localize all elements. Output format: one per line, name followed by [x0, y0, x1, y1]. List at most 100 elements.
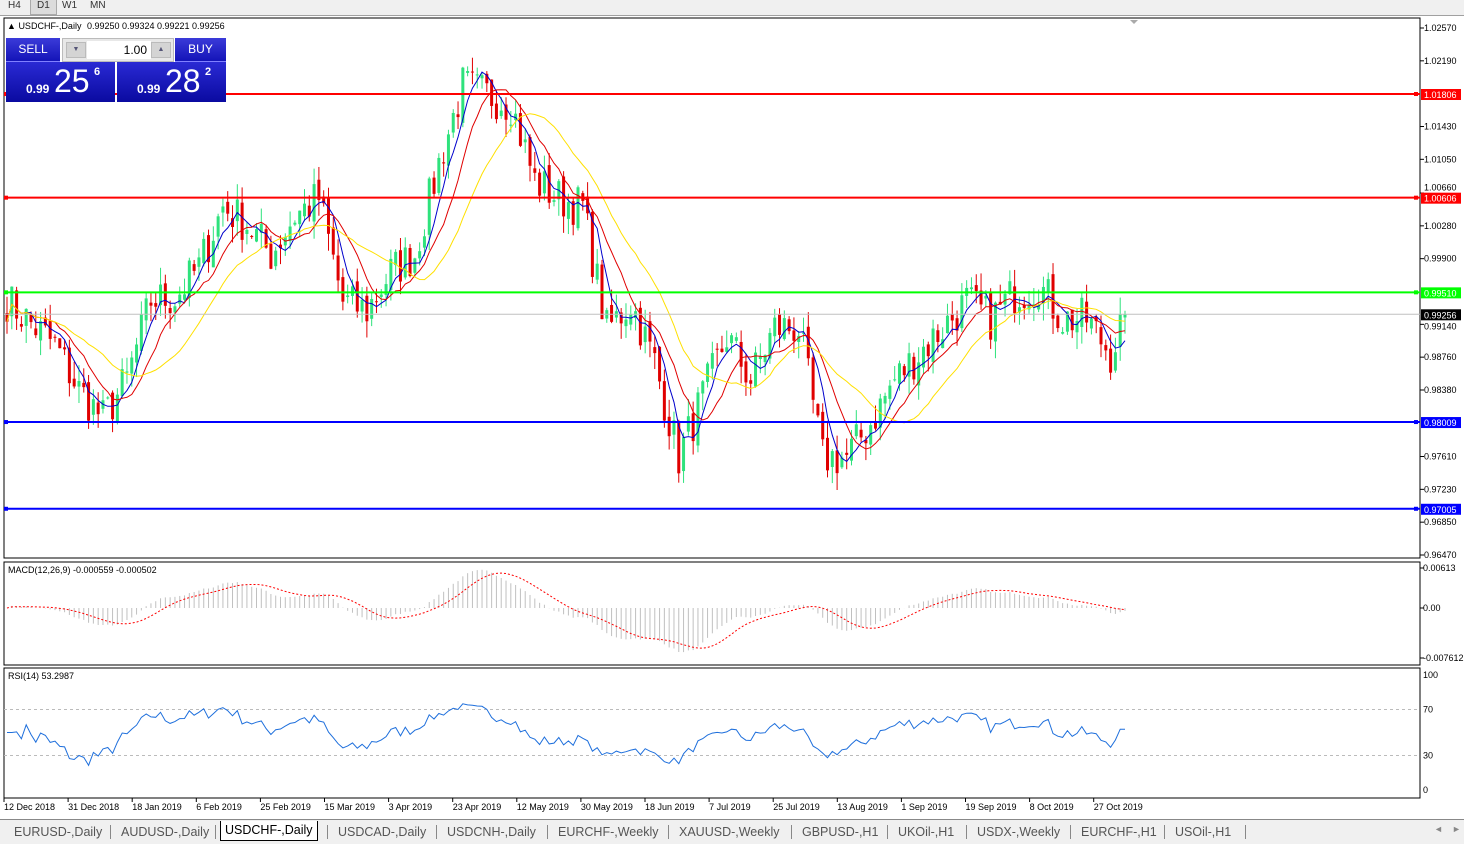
price-axis-label: 0.99900 — [1424, 254, 1457, 264]
chart-tab[interactable]: USOil-,H1 — [1175, 825, 1232, 839]
candle-body — [533, 168, 537, 173]
candle-body — [849, 438, 853, 461]
candle-body — [1056, 315, 1060, 329]
candle-body — [331, 227, 335, 255]
candle-body — [499, 110, 503, 117]
candle-body — [518, 113, 522, 146]
scroll-right-icon[interactable]: ► — [1452, 824, 1461, 834]
candle-body — [931, 328, 935, 362]
candle-body — [226, 201, 230, 214]
candle-body — [250, 236, 254, 238]
chart-tab[interactable]: XAUUSD-,Weekly — [679, 825, 780, 839]
timeframe-mn[interactable]: MN — [90, 0, 106, 11]
candle-body — [1113, 352, 1117, 371]
chart-tab[interactable]: USDX-,Weekly — [977, 825, 1061, 839]
candle-body — [163, 283, 167, 306]
candle-body — [279, 244, 283, 249]
candle-body — [763, 354, 767, 363]
candle-body — [34, 328, 38, 336]
candle-body — [936, 330, 940, 343]
candle-body — [859, 429, 863, 438]
level-handle — [4, 290, 8, 295]
candle-body — [979, 290, 983, 305]
tab-separator — [966, 825, 967, 839]
candle-body — [365, 295, 369, 322]
date-axis-label: 31 Dec 2018 — [68, 802, 119, 812]
buy-button[interactable]: BUY — [175, 38, 226, 62]
date-axis-label: 19 Sep 2019 — [966, 802, 1017, 812]
candle-body — [586, 196, 590, 214]
candle-body — [638, 307, 642, 346]
level-price-tag — [1421, 287, 1461, 299]
candle-body — [442, 162, 446, 164]
lot-size-control: ▼ ▲ — [62, 38, 174, 62]
lot-decrease-button[interactable]: ▼ — [66, 42, 86, 58]
candle-body — [773, 317, 777, 337]
chart-tab[interactable]: UKOil-,H1 — [898, 825, 955, 839]
chart-tab[interactable]: EURCHF-,Weekly — [558, 825, 659, 839]
timeframe-d1[interactable]: D1 — [30, 0, 57, 15]
price-axis-label: 0.98760 — [1424, 352, 1457, 362]
candle-body — [1013, 286, 1017, 314]
level-price-tag — [1421, 89, 1461, 101]
candle-body — [91, 399, 95, 415]
level-price-label: 0.99510 — [1424, 288, 1457, 298]
level-price-label: 0.97005 — [1424, 505, 1457, 515]
candle-body — [672, 420, 676, 435]
chart-tab[interactable]: USDCHF-,Daily — [220, 821, 318, 841]
candle-body — [648, 321, 652, 342]
timeframe-h4[interactable]: H4 — [8, 0, 21, 11]
sell-price[interactable]: 0.99 25 6 — [6, 62, 115, 102]
candle-body — [437, 157, 441, 193]
candle-body — [710, 353, 714, 369]
candle-body — [662, 381, 666, 421]
candle-body — [797, 335, 801, 342]
candle-body — [1027, 304, 1031, 310]
candle-body — [893, 379, 897, 381]
sell-button[interactable]: SELL — [6, 38, 60, 62]
candle-body — [782, 318, 786, 340]
candle-body — [610, 304, 614, 322]
candle-body — [422, 236, 426, 248]
candle-body — [830, 451, 834, 467]
candle-body — [274, 250, 278, 267]
chart-shift-icon — [1130, 20, 1138, 24]
candle-body — [730, 335, 734, 344]
timeframe-w1[interactable]: W1 — [62, 0, 77, 11]
chart-tab[interactable]: AUDUSD-,Daily — [121, 825, 210, 839]
collapse-triangle-icon[interactable]: ▲ — [7, 21, 16, 31]
candle-body — [941, 339, 945, 349]
sell-price-fraction: 6 — [94, 66, 101, 78]
tab-separator — [215, 825, 216, 839]
rsi-label: RSI(14) 53.2987 — [8, 671, 75, 681]
candle-body — [403, 247, 407, 278]
candle-body — [413, 258, 417, 273]
level-handle — [4, 195, 8, 200]
chart-tab[interactable]: EURUSD-,Daily — [14, 825, 103, 839]
chart-tab[interactable]: USDCAD-,Daily — [338, 825, 427, 839]
candle-body — [19, 324, 23, 327]
candle-body — [739, 341, 743, 367]
lot-size-input[interactable] — [87, 41, 151, 59]
candle-body — [754, 352, 758, 387]
candle-body — [240, 202, 244, 240]
candle-body — [72, 378, 76, 387]
chart-tab[interactable]: GBPUSD-,H1 — [802, 825, 879, 839]
buy-price[interactable]: 0.99 28 2 — [117, 62, 226, 102]
scroll-left-icon[interactable]: ◄ — [1434, 824, 1443, 834]
date-axis-label: 7 Jul 2019 — [709, 802, 751, 812]
main-panel — [3, 17, 1421, 559]
chart-tab[interactable]: USDCNH-,Daily — [447, 825, 536, 839]
candle-body — [653, 347, 657, 354]
candle-body — [509, 124, 513, 126]
lot-increase-button[interactable]: ▲ — [151, 42, 171, 58]
candle-body — [993, 302, 997, 342]
chart-tab[interactable]: EURCHF-,H1 — [1081, 825, 1157, 839]
candle-body — [125, 371, 129, 373]
candle-body — [590, 211, 594, 277]
candle-body — [883, 395, 887, 404]
candle-body — [624, 319, 628, 327]
candle-body — [461, 67, 465, 123]
level-price-label: 0.98009 — [1424, 418, 1457, 428]
